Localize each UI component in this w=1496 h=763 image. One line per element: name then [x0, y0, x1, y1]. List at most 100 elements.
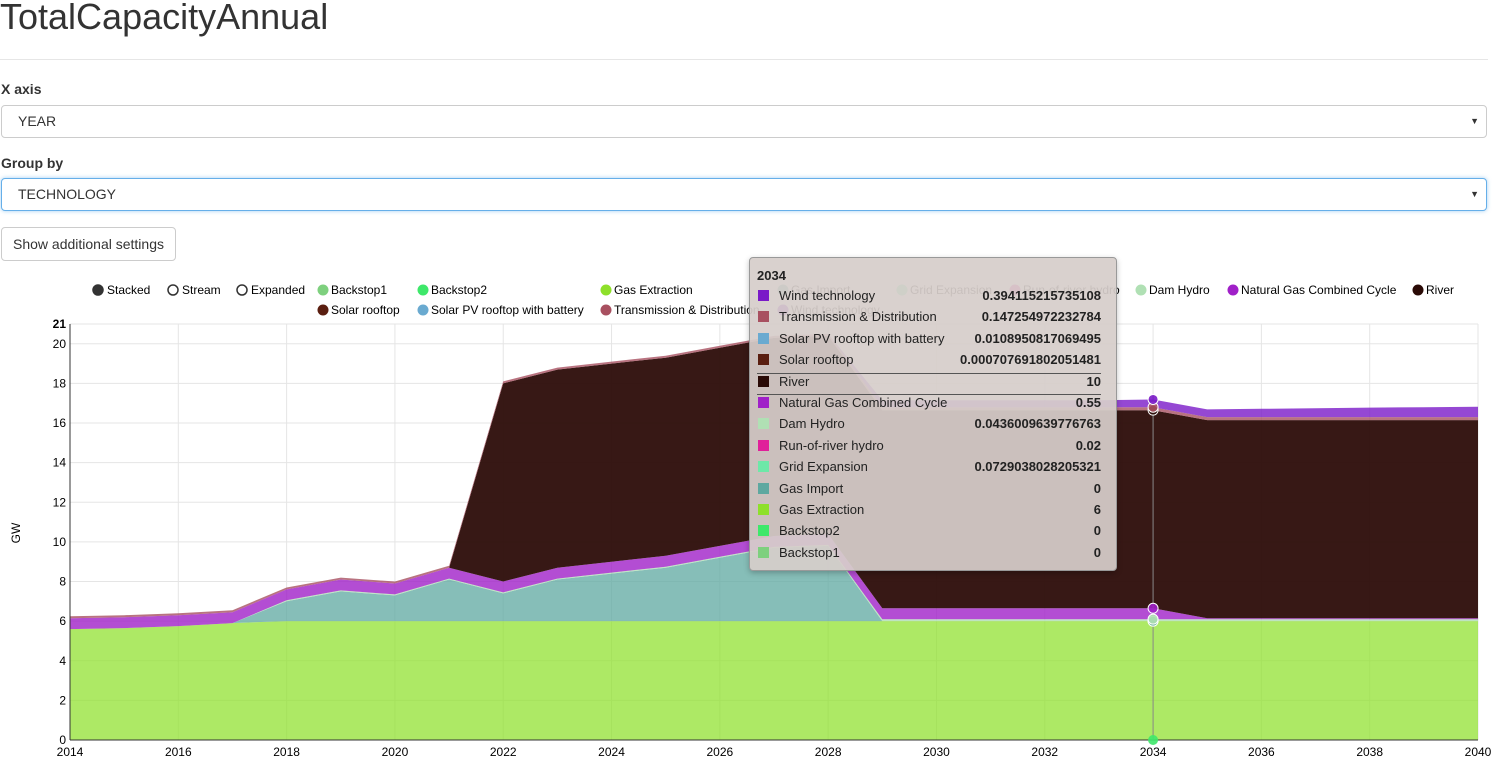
- tooltip-series-value: 0.147254972232784: [981, 309, 1101, 325]
- tooltip-series-value: 0: [1093, 480, 1101, 496]
- tooltip-swatch: [758, 397, 769, 408]
- tooltip-swatch: [758, 418, 769, 430]
- y-tick-label: 21: [53, 317, 67, 331]
- tooltip-series-value: 0.02: [1075, 437, 1101, 453]
- tooltip-series-name: River: [779, 373, 810, 389]
- radio-icon: [92, 284, 104, 296]
- legend-swatch: [317, 284, 329, 296]
- x-tick-label: 2018: [273, 745, 300, 759]
- hover-point: [1147, 393, 1159, 405]
- tooltip-series-name: Backstop2: [779, 523, 840, 539]
- tooltip-swatch: [758, 311, 769, 323]
- legend-item-dam-hydro[interactable]: Dam Hydro: [1135, 283, 1211, 297]
- radio-icon: [167, 284, 179, 296]
- tooltip-series-name: Run-of-river hydro: [779, 437, 884, 453]
- y-tick-label: 6: [59, 614, 66, 628]
- tooltip-series-value: 0.0436009639776763: [974, 416, 1101, 432]
- tooltip-series-value: 6: [1093, 502, 1101, 517]
- tooltip-series-value: 0.000707691802051481: [960, 352, 1101, 368]
- legend-item-solar-pv-rooftop-with-battery[interactable]: Solar PV rooftop with battery: [417, 303, 584, 317]
- legend-label: Backstop2: [431, 283, 487, 297]
- control-stacked[interactable]: Stacked: [92, 283, 150, 297]
- legend-swatch: [600, 284, 612, 296]
- y-tick-label: 12: [53, 495, 67, 509]
- legend-label: Dam Hydro: [1149, 283, 1210, 297]
- legend-swatch: [417, 304, 429, 316]
- group-by-label: Group by: [1, 155, 64, 171]
- control-label: Stream: [182, 283, 221, 297]
- group-by-select-value: TECHNOLOGY: [18, 186, 117, 202]
- x-axis-select-value: YEAR: [18, 113, 57, 129]
- tooltip-row: Dam Hydro 0.0436009639776763: [757, 414, 1101, 435]
- chevron-down-icon: ▼: [1470, 189, 1479, 199]
- group-by-select[interactable]: TECHNOLOGY ▼: [1, 178, 1487, 211]
- y-tick-label: 20: [53, 337, 67, 351]
- y-tick-label: 4: [59, 654, 66, 668]
- x-tick-label: 2030: [923, 745, 950, 759]
- legend-item-gas-extraction[interactable]: Gas Extraction: [600, 283, 693, 297]
- show-additional-settings-button[interactable]: Show additional settings: [1, 227, 176, 261]
- y-tick-label: 8: [59, 575, 66, 589]
- tooltip-row: Backstop2 0: [757, 521, 1101, 542]
- y-tick-label: 18: [53, 376, 67, 390]
- tooltip-swatch: [758, 375, 769, 387]
- legend-item-backstop1[interactable]: Backstop1: [317, 283, 388, 297]
- tooltip-header: 2034: [757, 268, 786, 283]
- tooltip-separator: [757, 373, 1101, 374]
- tooltip-series-name: Natural Gas Combined Cycle: [779, 395, 948, 410]
- tooltip-row: Wind technology 0.394115215735108: [757, 286, 1101, 307]
- tooltip-swatch: [758, 354, 769, 366]
- tooltip-swatch: [758, 290, 769, 301]
- y-tick-label: 2: [59, 693, 66, 707]
- x-tick-label: 2032: [1031, 745, 1058, 759]
- tooltip-series-value: 0.394115215735108: [982, 288, 1101, 303]
- legend-item-river[interactable]: River: [1412, 283, 1455, 297]
- tooltip-row: Gas Extraction 6: [757, 500, 1101, 521]
- page-title: TotalCapacityAnnual: [0, 0, 329, 37]
- legend-swatch: [1412, 284, 1424, 296]
- tooltip-swatch: [758, 439, 769, 451]
- x-tick-label: 2036: [1248, 745, 1275, 759]
- area-gas-extraction: [70, 621, 1478, 740]
- legend-item-natural-gas-combined-cycle[interactable]: Natural Gas Combined Cycle: [1227, 283, 1397, 297]
- tooltip-row: Solar PV rooftop with battery 0.010895081…: [757, 329, 1101, 350]
- tooltip-series-value: 0: [1093, 523, 1101, 539]
- area-dam-hydro: [70, 544, 1478, 630]
- tooltip-row: Backstop1 0: [757, 543, 1101, 564]
- tooltip-swatch: [758, 525, 769, 537]
- tooltip-row: River 10: [757, 372, 1101, 393]
- legend-swatch: [600, 304, 612, 316]
- legend-item-transmission-distribution[interactable]: Transmission & Distribution: [600, 303, 760, 317]
- x-axis-select[interactable]: YEAR ▼: [1, 105, 1487, 138]
- legend-swatch: [317, 304, 329, 316]
- x-tick-label: 2040: [1465, 745, 1492, 759]
- tooltip-row: Grid Expansion 0.0729038028205321: [757, 457, 1101, 478]
- tooltip-series-value: 10: [1086, 373, 1101, 389]
- tooltip-series-name: Grid Expansion: [779, 459, 868, 475]
- y-tick-label: 0: [59, 733, 66, 747]
- tooltip-row: Transmission & Distribution 0.14725497223…: [757, 307, 1101, 328]
- y-tick-label: 16: [53, 416, 67, 430]
- hover-point: [1147, 613, 1159, 625]
- legend-item-backstop2[interactable]: Backstop2: [417, 283, 488, 297]
- tooltip-series-value: 0.0108950817069495: [974, 330, 1101, 346]
- tooltip-series-name: Gas Import: [779, 480, 844, 496]
- tooltip-series-value: 0.55: [1075, 395, 1101, 410]
- hover-point: [1147, 602, 1159, 614]
- control-stream[interactable]: Stream: [167, 283, 221, 297]
- x-tick-label: 2020: [382, 745, 409, 759]
- chevron-down-icon: ▼: [1470, 116, 1479, 126]
- hover-point: [1148, 735, 1159, 745]
- y-tick-label: 10: [53, 535, 67, 549]
- capacity-area-chart: 0 2 4 6 8 10 12 14 16 18 20 21 2014 2016 2018 2020 2022 2…: [9, 283, 1492, 759]
- x-tick-label: 2022: [490, 745, 517, 759]
- tooltip-swatch: [758, 546, 769, 558]
- legend-item-solar-rooftop[interactable]: Solar rooftop: [317, 303, 401, 317]
- tooltip-series-name: Backstop1: [779, 544, 840, 560]
- chart-tooltip: 2034 Wind technology 0.394115215735108 Tra…: [749, 257, 1117, 571]
- legend-label: Transmission & Distribution: [614, 303, 760, 317]
- tooltip-swatch: [758, 482, 769, 494]
- tooltip-swatch: [758, 504, 769, 515]
- control-expanded[interactable]: Expanded: [236, 283, 305, 297]
- x-tick-label: 2026: [706, 745, 733, 759]
